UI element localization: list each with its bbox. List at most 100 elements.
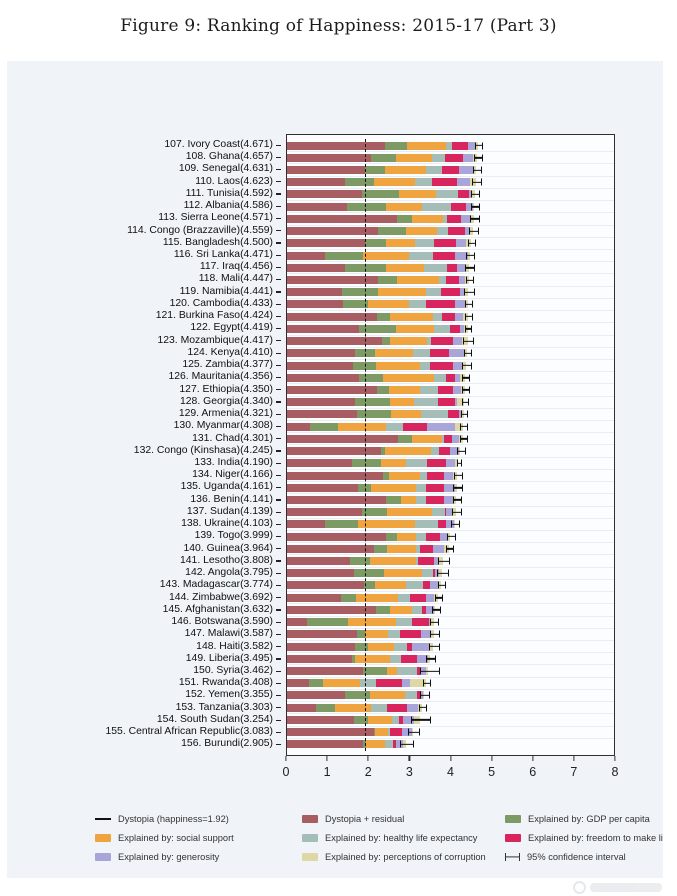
- country-label-text: 138. Ukraine(4.103): [181, 518, 273, 530]
- segment-freedom: [422, 581, 431, 590]
- segment-generosity: [466, 202, 474, 211]
- x-tick-label: 0: [282, 765, 290, 779]
- segment-dystopia-residual: [287, 178, 345, 187]
- segment-social-support: [375, 349, 413, 358]
- stacked-bar: [287, 385, 614, 394]
- segment-generosity: [452, 337, 462, 346]
- country-row: [287, 177, 614, 189]
- country-row: [287, 665, 614, 678]
- segment-social-support: [398, 190, 436, 199]
- country-label-text: 122. Egypt(4.419): [190, 322, 273, 334]
- segment-social-support: [386, 263, 424, 272]
- country-label: 155. Central African Republic(3.083): [7, 726, 281, 738]
- segment-gdp-per-capita: [385, 495, 402, 504]
- country-label-text: 127. Ethiopia(4.350): [179, 383, 273, 395]
- segment-generosity: [443, 483, 455, 492]
- segment-healthy-life-expectancy: [442, 434, 445, 443]
- segment-freedom: [432, 569, 436, 578]
- y-tick-mark: [276, 279, 281, 281]
- stacked-bar: [287, 251, 614, 260]
- country-label-text: 147. Malawi(3.587): [184, 628, 273, 640]
- country-row: [287, 226, 614, 238]
- segment-generosity: [444, 495, 453, 504]
- segment-generosity: [454, 300, 466, 309]
- x-tick-mark: [408, 756, 410, 761]
- segment-corruption: [455, 422, 464, 431]
- segment-generosity: [452, 434, 460, 443]
- x-tick-label: 4: [447, 765, 454, 779]
- country-label: 114. Congo (Brazzaville)(4.559): [7, 225, 281, 237]
- y-tick-mark: [276, 609, 281, 611]
- country-row: [287, 152, 614, 165]
- segment-healthy-life-expectancy: [413, 398, 439, 407]
- segment-freedom: [422, 605, 426, 614]
- segment-freedom: [412, 618, 429, 627]
- confidence-interval: [418, 704, 428, 712]
- country-label-text: 143. Madagascar(3.774): [159, 579, 273, 591]
- country-label: 122. Egypt(4.419): [7, 323, 281, 335]
- segment-gdp-per-capita: [347, 202, 387, 211]
- segment-dystopia-residual: [287, 691, 346, 700]
- confidence-interval: [447, 533, 456, 541]
- country-label-text: 156. Burundi(2.905): [181, 738, 273, 750]
- segment-gdp-per-capita: [376, 385, 390, 394]
- country-row: [287, 323, 614, 336]
- country-row: [287, 555, 614, 568]
- country-label: 135. Uganda(4.161): [7, 482, 281, 494]
- country-label: 153. Tanzania(3.303): [7, 702, 281, 714]
- segment-gdp-per-capita: [309, 679, 323, 688]
- country-row: [287, 250, 614, 263]
- segment-social-support: [334, 703, 371, 712]
- confidence-interval: [473, 166, 482, 174]
- segment-generosity: [460, 324, 464, 333]
- segment-freedom: [390, 728, 403, 737]
- segment-healthy-life-expectancy: [415, 532, 426, 541]
- segment-generosity: [445, 520, 455, 529]
- segment-healthy-life-expectancy: [422, 202, 451, 211]
- segment-social-support: [364, 630, 388, 639]
- watermark-text-shape: [590, 882, 662, 892]
- stacked-bar: [287, 410, 614, 419]
- y-tick-mark: [276, 413, 281, 415]
- segment-gdp-per-capita: [358, 483, 372, 492]
- stacked-bar: [287, 557, 614, 566]
- country-label-text: 139. Togo(3.999): [194, 530, 273, 542]
- segment-dystopia-residual: [287, 471, 384, 480]
- confidence-interval: [467, 239, 477, 247]
- segment-freedom: [441, 312, 456, 321]
- stacked-bar: [287, 740, 614, 749]
- segment-social-support: [407, 141, 446, 150]
- country-row: [287, 678, 614, 690]
- confidence-interval: [471, 203, 480, 211]
- segment-generosity: [452, 361, 462, 370]
- segment-generosity: [406, 703, 418, 712]
- country-label-text: 145. Afghanistan(3.632): [162, 603, 273, 615]
- y-tick-mark: [276, 315, 281, 317]
- segment-dystopia-residual: [287, 251, 326, 260]
- country-label-text: 154. South Sudan(3.254): [156, 713, 273, 725]
- confidence-interval: [464, 349, 473, 357]
- legend-item: Explained by: GDP per capita: [505, 814, 663, 824]
- segment-gdp-per-capita: [385, 532, 397, 541]
- segment-generosity: [411, 642, 429, 651]
- segment-gdp-per-capita: [342, 300, 368, 309]
- stacked-bar: [287, 483, 614, 492]
- segment-dystopia-residual: [287, 398, 355, 407]
- country-label: 148. Haiti(3.582): [7, 641, 281, 653]
- segment-healthy-life-expectancy: [420, 471, 427, 480]
- segment-healthy-life-expectancy: [415, 557, 418, 566]
- segment-dystopia-residual: [287, 214, 397, 223]
- segment-social-support: [390, 410, 422, 419]
- legend-item: Dystopia (happiness=1.92): [95, 814, 302, 824]
- confidence-interval: [399, 740, 414, 748]
- confidence-interval: [456, 447, 467, 455]
- country-row: [287, 372, 614, 385]
- segment-social-support: [384, 447, 431, 456]
- segment-generosity: [449, 349, 465, 358]
- y-tick-mark: [276, 217, 281, 220]
- y-tick-mark: [276, 658, 281, 660]
- segment-gdp-per-capita: [376, 312, 390, 321]
- legend-item: 95% confidence interval: [505, 852, 663, 862]
- segment-social-support: [357, 520, 416, 529]
- confidence-interval: [445, 545, 455, 553]
